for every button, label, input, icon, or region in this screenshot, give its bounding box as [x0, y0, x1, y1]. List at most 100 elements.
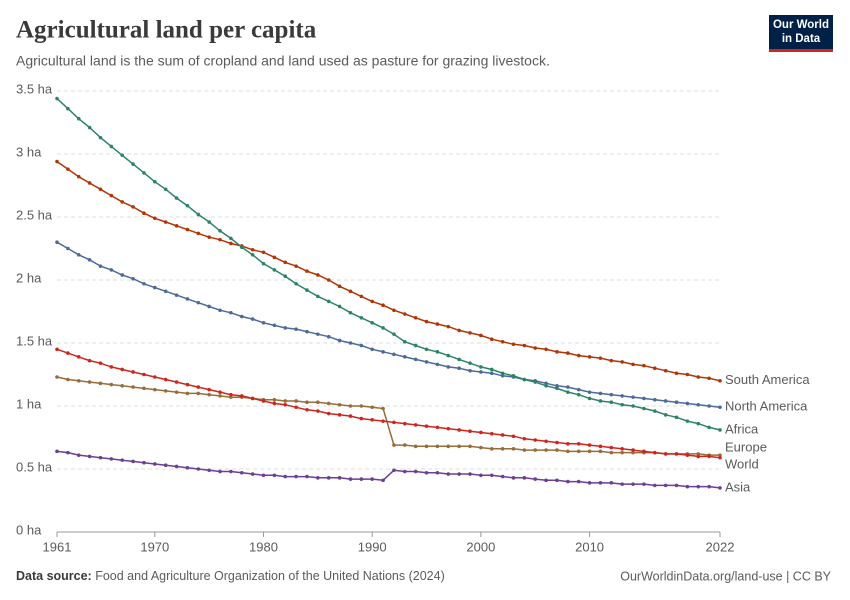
data-point	[500, 447, 505, 451]
data-point	[620, 447, 624, 451]
data-point	[348, 310, 353, 315]
data-point	[109, 193, 114, 198]
data-point	[489, 431, 494, 436]
data-point	[435, 322, 440, 326]
data-point	[218, 229, 222, 233]
data-point	[446, 472, 451, 476]
data-point	[413, 444, 418, 449]
data-point	[370, 299, 374, 304]
data-point	[392, 420, 396, 425]
data-point	[229, 236, 233, 241]
x-tick-label: 2000	[466, 539, 495, 554]
data-point	[576, 442, 581, 446]
data-point	[98, 455, 103, 460]
data-point	[718, 455, 722, 460]
data-point	[696, 375, 701, 379]
data-point	[511, 342, 516, 347]
data-point	[239, 314, 244, 319]
data-point	[174, 464, 179, 469]
data-point	[163, 463, 168, 468]
data-point	[370, 477, 374, 481]
logo-text: Our World	[773, 19, 829, 31]
data-point	[403, 443, 407, 447]
data-point	[609, 358, 614, 363]
data-point	[109, 268, 114, 272]
data-point	[66, 450, 70, 455]
legend-label: Africa	[725, 421, 759, 436]
data-point	[555, 448, 559, 452]
data-point	[272, 268, 277, 272]
data-point	[587, 443, 592, 447]
x-tick-label: 2010	[575, 539, 604, 554]
data-point	[631, 450, 635, 455]
data-point	[381, 326, 385, 330]
data-point	[718, 453, 722, 457]
data-point	[457, 428, 461, 432]
series-line	[56, 241, 721, 409]
data-point	[326, 401, 331, 406]
data-point	[500, 474, 505, 479]
data-point	[370, 418, 374, 422]
data-point	[55, 449, 59, 454]
data-point	[66, 351, 70, 355]
data-point	[457, 357, 461, 362]
data-point	[652, 397, 657, 402]
y-tick-label: 3.5 ha	[16, 81, 53, 96]
data-point	[696, 452, 701, 456]
data-point	[609, 445, 614, 450]
data-point	[479, 430, 483, 435]
data-point	[142, 211, 146, 216]
legend-label: South America	[725, 372, 810, 387]
data-point	[272, 255, 277, 260]
data-point	[66, 246, 70, 251]
data-point	[153, 285, 157, 290]
data-point	[468, 444, 472, 449]
data-point	[272, 473, 277, 478]
data-point	[707, 376, 711, 381]
data-point	[98, 187, 103, 192]
data-point	[283, 274, 288, 279]
x-tick-label: 2022	[706, 539, 735, 554]
logo[interactable]: Our World in Data	[769, 15, 833, 52]
data-point	[185, 297, 190, 301]
data-point	[631, 395, 635, 399]
data-point	[424, 347, 429, 352]
data-point	[294, 264, 298, 268]
data-point	[446, 353, 451, 358]
data-point	[403, 355, 407, 359]
data-point	[544, 381, 548, 386]
data-point	[696, 421, 701, 426]
data-point	[348, 404, 353, 408]
data-point	[305, 474, 309, 479]
data-point	[163, 220, 168, 224]
data-point	[544, 448, 548, 452]
data-point	[196, 391, 201, 396]
data-point	[98, 264, 103, 268]
data-point	[359, 477, 364, 481]
series-line	[56, 348, 721, 459]
data-point	[500, 339, 505, 344]
data-point	[566, 479, 570, 484]
data-point	[424, 319, 429, 324]
data-point	[511, 373, 516, 378]
data-point	[403, 339, 407, 344]
data-point	[109, 457, 114, 461]
data-point	[392, 443, 396, 447]
data-point	[381, 478, 385, 483]
data-point	[392, 352, 396, 357]
data-point	[479, 333, 483, 338]
legend-label: North America	[725, 399, 808, 414]
data-point	[511, 434, 516, 439]
data-point	[229, 395, 233, 399]
data-point	[587, 355, 592, 359]
data-point	[207, 304, 211, 309]
data-point	[131, 370, 135, 374]
data-point	[674, 483, 679, 488]
chart-subtitle: Agricultural land is the sum of cropland…	[16, 53, 550, 69]
data-point	[131, 385, 135, 389]
data-point	[609, 400, 614, 405]
credit[interactable]: OurWorldinData.org/land-use | CC BY	[620, 569, 831, 583]
data-point	[381, 419, 385, 423]
data-point	[566, 449, 570, 454]
